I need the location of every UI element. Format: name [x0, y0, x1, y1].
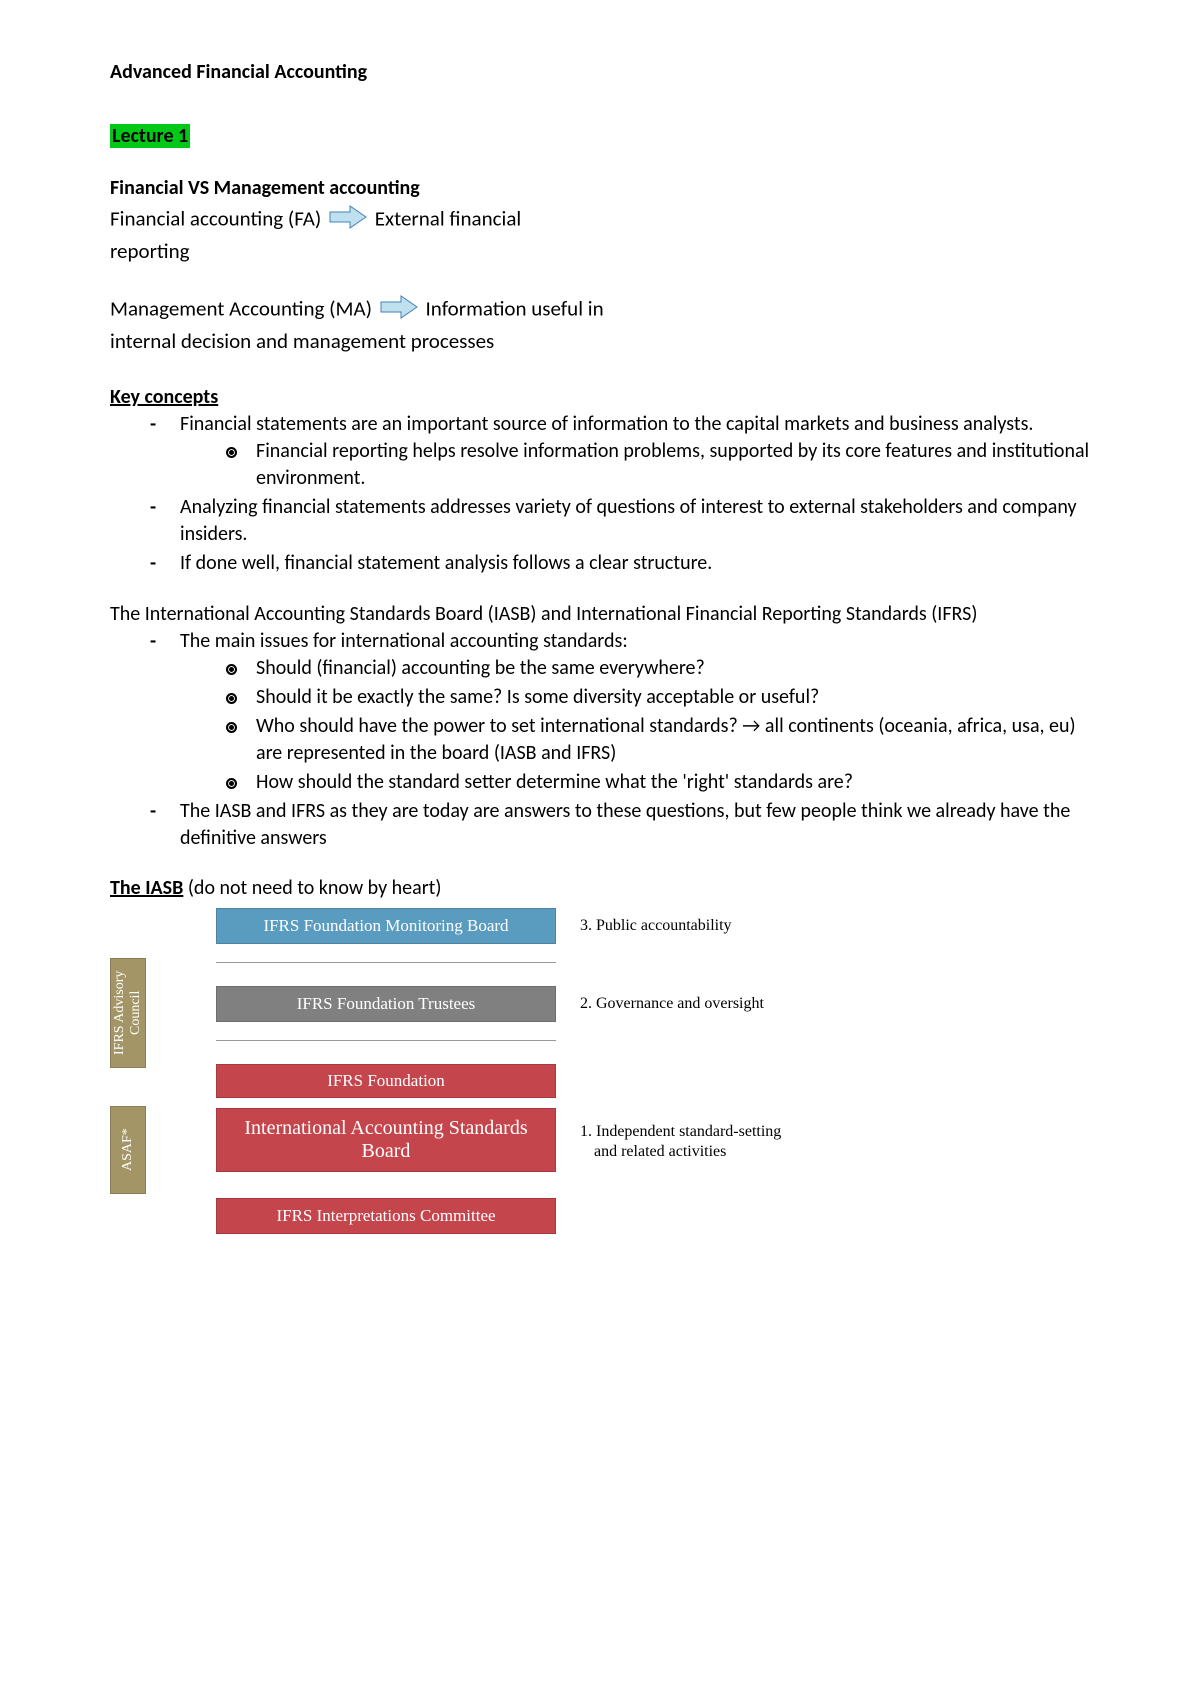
iasb-diagram-heading: The IASB (do not need to know by heart) — [110, 876, 1090, 900]
list-text: Financial statements are an important so… — [180, 412, 1033, 436]
section-heading-fva: Financial VS Management accounting — [110, 176, 1090, 200]
ma-line-2: internal decision and management process… — [110, 327, 1090, 355]
diagram-line — [216, 1040, 556, 1041]
list-item: Financial statements are an important so… — [150, 411, 1090, 492]
box-advisory-council: IFRS Advisory Council — [110, 958, 146, 1068]
list-item: The IASB and IFRS as they are today are … — [150, 798, 1090, 852]
iasb-head-underline: The IASB — [110, 876, 183, 900]
iasb-list: The main issues for international accoun… — [150, 628, 1090, 852]
ma-text-a: Management Accounting (MA) — [110, 295, 372, 321]
list-item: Analyzing financial statements addresses… — [150, 494, 1090, 548]
ma-line: Management Accounting (MA) Information u… — [110, 294, 1090, 327]
note-standard-setting-b: and related activities — [594, 1142, 726, 1162]
fa-text-b: External financial — [375, 206, 521, 232]
lecture-badge: Lecture 1 — [110, 124, 190, 148]
box-monitoring-board: IFRS Foundation Monitoring Board — [216, 908, 556, 944]
list-item: Financial reporting helps resolve inform… — [226, 438, 1090, 492]
diagram-line — [216, 962, 556, 963]
arrow-icon — [328, 204, 368, 237]
iasb-diagram: IFRS Advisory Council ASAF* IFRS Foundat… — [110, 908, 970, 1268]
box-ifrs-foundation: IFRS Foundation — [216, 1064, 556, 1098]
list-item: Who should have the power to set interna… — [226, 713, 1090, 767]
list-item: How should the standard setter determine… — [226, 769, 1090, 796]
arrow-path — [381, 296, 417, 318]
list-item: The main issues for international accoun… — [150, 628, 1090, 796]
iasb-head-rest: (do not need to know by heart) — [183, 876, 441, 900]
note-standard-setting-a: 1. Independent standard-setting — [580, 1122, 781, 1142]
box-interpretations: IFRS Interpretations Committee — [216, 1198, 556, 1234]
note-governance: 2. Governance and oversight — [580, 994, 764, 1014]
fa-line-2: reporting — [110, 237, 1090, 265]
arrow-path — [330, 206, 366, 228]
key-concepts-list: Financial statements are an important so… — [150, 411, 1090, 577]
page-title: Advanced Financial Accounting — [110, 60, 1090, 84]
box-asaf: ASAF* — [110, 1106, 146, 1194]
list-text: The main issues for international accoun… — [180, 629, 628, 653]
box-trustees::: IFRS Foundation Trustees — [216, 986, 556, 1022]
ma-text-b: Information useful in — [426, 295, 604, 321]
fa-line: Financial accounting (FA) External finan… — [110, 204, 1090, 237]
arrow-icon — [379, 294, 419, 327]
list-item: Should (financial) accounting be the sam… — [226, 655, 1090, 682]
iasb-intro: The International Accounting Standards B… — [110, 601, 1090, 628]
note-accountability: 3. Public accountability — [580, 916, 732, 936]
list-item: Should it be exactly the same? Is some d… — [226, 684, 1090, 711]
list-item: If done well, financial statement analys… — [150, 550, 1090, 577]
box-iasb: International Accounting Standards Board — [216, 1108, 556, 1172]
key-concepts-heading: Key concepts — [110, 385, 1090, 409]
fa-text-a: Financial accounting (FA) — [110, 206, 321, 232]
